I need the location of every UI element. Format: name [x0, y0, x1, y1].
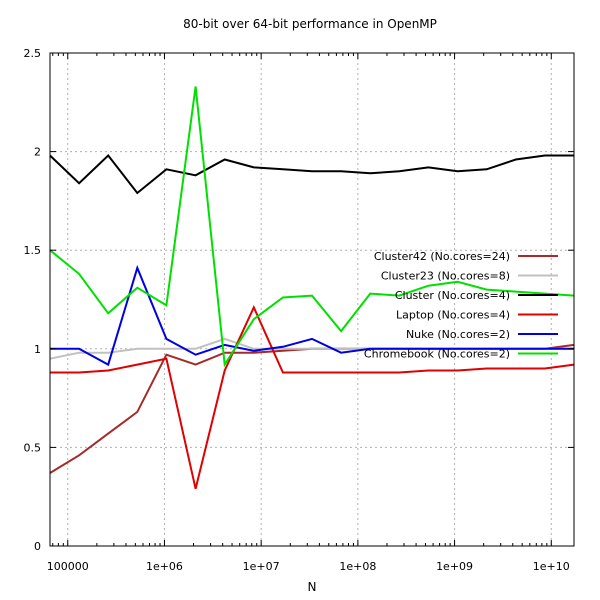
y-tick-label: 2 — [34, 146, 41, 159]
series-group — [49, 86, 575, 490]
x-tick-label: 1e+09 — [436, 560, 473, 573]
legend-label: Laptop (No.cores=4) — [396, 309, 510, 322]
y-tick-label: 0 — [34, 540, 41, 553]
legend-label: Cluster23 (No.cores=8) — [381, 270, 510, 283]
y-axis: 0 0.5 1 1.5 2 2.5 — [24, 47, 574, 553]
series-line-4 — [50, 264, 574, 367]
y-tick-label: 1 — [34, 343, 41, 356]
x-tick-label: 100000 — [47, 560, 89, 573]
legend: Cluster42 (No.cores=24) Cluster23 (No.cor… — [364, 250, 558, 361]
x-axis: 100000 1e+06 1e+07 1e+08 1e+09 1e+10 — [47, 53, 570, 573]
x-axis-label: N — [308, 580, 317, 594]
series-line-5 — [49, 86, 575, 368]
legend-label: Cluster42 (No.cores=24) — [374, 250, 510, 263]
legend-label: Nuke (No.cores=2) — [406, 328, 510, 341]
x-tick-label: 1e+08 — [339, 560, 376, 573]
x-tick-label: 1e+10 — [533, 560, 570, 573]
series-line-3 — [50, 304, 575, 490]
x-tick-label: 1e+07 — [243, 560, 280, 573]
y-tick-label: 1.5 — [24, 244, 42, 257]
legend-label: Chromebook (No.cores=2) — [364, 348, 510, 361]
series-line-0 — [49, 343, 575, 474]
y-tick-label: 0.5 — [24, 441, 42, 454]
chart-title: 80-bit over 64-bit performance in OpenMP — [183, 17, 437, 31]
legend-label: Cluster (No.cores=4) — [395, 289, 510, 302]
series-line-2 — [49, 154, 574, 195]
x-tick-label: 1e+06 — [146, 560, 183, 573]
y-tick-label: 2.5 — [24, 47, 42, 60]
plot-frame — [49, 52, 575, 547]
